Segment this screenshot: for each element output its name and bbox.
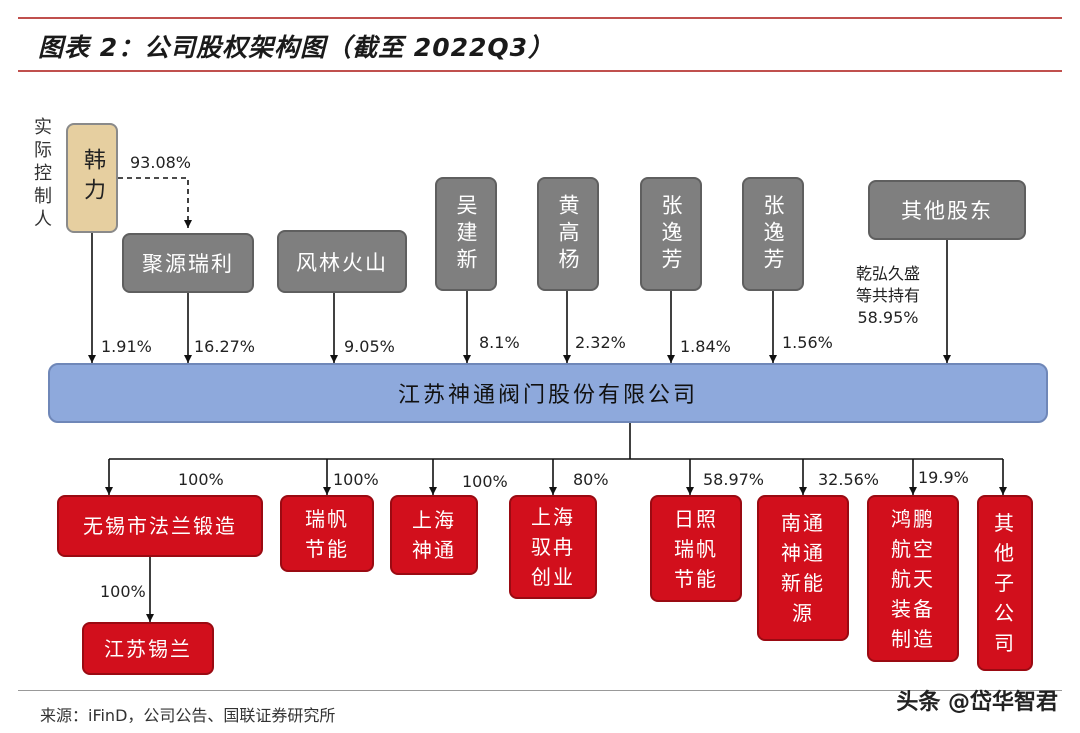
shareholder-box-other: 其他股东: [868, 180, 1026, 240]
pct-zhang-yifang-2: 1.56%: [782, 333, 833, 352]
subsidiary-box-hongpeng: 鸿鹏 航空 航天 装备 制造: [867, 495, 959, 662]
subsidiary-box-rizhao-ruifan: 日照 瑞帆 节能: [650, 495, 742, 602]
pct-sub-shanghai-yuran: 80%: [573, 470, 609, 489]
pct-wu-jianxin: 8.1%: [479, 333, 520, 352]
pct-sub-nantong: 32.56%: [818, 470, 880, 489]
pct-sub-ruifan: 100%: [333, 470, 379, 489]
title-rule: [18, 70, 1062, 72]
pct-huang-gaoyang: 2.32%: [575, 333, 626, 352]
controller-share-label: 93.08%: [130, 153, 192, 172]
pct-han-li-direct: 1.91%: [101, 337, 152, 356]
subsidiary-box-others: 其 他 子 公 司: [977, 495, 1033, 671]
pct-juyuan-ruili: 16.27%: [194, 337, 256, 356]
subsidiary-box-nantong-shentong: 南通 神通 新能 源: [757, 495, 849, 641]
figure-title: 图表 2：公司股权架构图（截至 2022Q3）: [38, 33, 555, 62]
pct-fenglin-huoshan: 9.05%: [344, 337, 395, 356]
shareholder-box-huang-gaoyang: 黄高杨: [537, 177, 599, 291]
company-box: 江苏神通阀门股份有限公司: [48, 363, 1048, 423]
pct-zhang-yifang-1: 1.84%: [680, 337, 731, 356]
subsidiary-box-shanghai-yuran: 上海 驭冉 创业: [509, 495, 597, 599]
shareholder-box-juyuan-ruili: 聚源瑞利: [122, 233, 254, 293]
subsidiary-box-wuxi-falan: 无锡市法兰锻造: [57, 495, 263, 557]
shareholder-box-fenglin-huoshan: 风林火山: [277, 230, 407, 293]
subsidiary-box-shanghai-shentong: 上海 神通: [390, 495, 478, 575]
pct-sub-jiangsu-xilan: 100%: [100, 582, 146, 601]
shareholder-box-zhang-yifang-1: 张逸芳: [640, 177, 702, 291]
subsidiary-box-ruifan: 瑞帆 节能: [280, 495, 374, 572]
other-shareholders-note: 乾弘久盛 等共持有 58.95%: [855, 264, 920, 327]
source-note: 来源：iFinD，公司公告、国联证券研究所: [40, 706, 336, 725]
actual-controller-label: 实 际 控 制 人: [34, 117, 52, 230]
pct-sub-hongpeng: 19.9%: [918, 468, 969, 487]
pct-sub-rizhao-ruifan: 58.97%: [703, 470, 765, 489]
pct-sub-wuxi-falan: 100%: [178, 470, 224, 489]
watermark: 头条 @岱华智君: [896, 690, 1058, 715]
pct-sub-shanghai-shentong: 100%: [462, 472, 508, 491]
footer-rule: [18, 690, 1062, 691]
top-rule: [18, 17, 1062, 19]
subsidiary-box-jiangsu-xilan: 江苏锡兰: [82, 622, 214, 675]
shareholder-box-zhang-yifang-2: 张逸芳: [742, 177, 804, 291]
controller-box-han-li: 韩力: [66, 123, 118, 233]
shareholder-box-wu-jianxin: 吴建新: [435, 177, 497, 291]
